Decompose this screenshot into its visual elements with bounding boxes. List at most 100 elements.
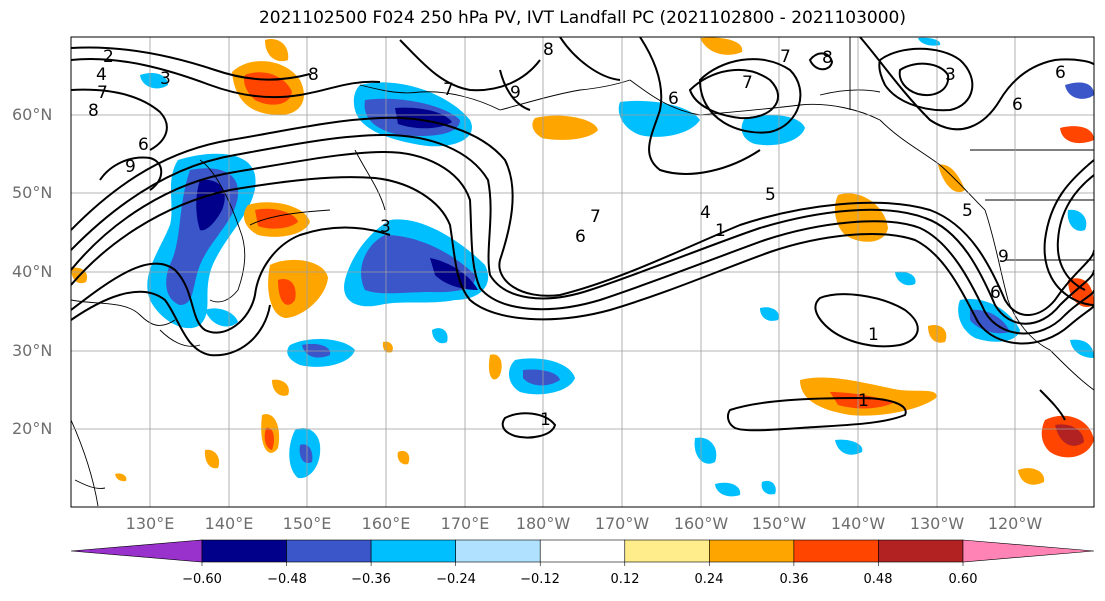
contour-label: 5 xyxy=(765,185,776,205)
colorbar-tick-label: 0.36 xyxy=(779,572,809,587)
colorbar-tick-label: −0.36 xyxy=(351,572,391,587)
pv-positive-region xyxy=(204,449,220,469)
contour-label: 9 xyxy=(510,83,521,103)
map-title: 2021102500 F024 250 hPa PV, IVT Landfall… xyxy=(258,8,906,28)
pv-positive-region xyxy=(272,379,289,396)
lon-label: 170°E xyxy=(440,514,490,533)
lon-label: 140°E xyxy=(204,514,254,533)
lon-label: 170°W xyxy=(594,514,650,533)
lon-label: 160°W xyxy=(673,514,729,533)
colorbar-tick-label: −0.24 xyxy=(436,572,476,587)
contour-label: 7 xyxy=(443,80,454,100)
colorbar-tick-label: 0.60 xyxy=(948,572,978,587)
pv-positive-region xyxy=(278,279,296,305)
contour-label: 4 xyxy=(700,203,711,223)
pv-negative-region xyxy=(761,480,776,495)
contour-label: 3 xyxy=(945,65,956,85)
lon-label: 140°W xyxy=(830,514,886,533)
lon-label: 150°E xyxy=(282,514,332,533)
contour-label: 9 xyxy=(125,157,136,177)
lat-label: 30°N xyxy=(12,341,53,360)
pv-negative-region xyxy=(1065,82,1094,99)
lon-label: 150°W xyxy=(751,514,807,533)
pv-negative-region xyxy=(140,73,168,89)
colorbar-segment xyxy=(624,539,710,563)
contour-label: 6 xyxy=(668,89,679,109)
pv-negative-region xyxy=(1070,339,1094,358)
colorbar-tick-label: −0.60 xyxy=(182,572,222,587)
pv-shading xyxy=(71,37,1094,497)
contour-labels: 2 4 7 8 3 8 6 9 7 8 9 7 7 6 8 3 6 6 5 7 … xyxy=(88,40,1066,430)
contour-label: 7 xyxy=(742,73,753,93)
pv-negative-region xyxy=(895,271,916,286)
lon-label: 130°E xyxy=(125,514,175,533)
contour-label: 1 xyxy=(858,391,869,411)
lat-label: 20°N xyxy=(12,419,53,438)
contour-label: 7 xyxy=(97,83,108,103)
contour-label: 2 xyxy=(103,47,114,67)
pv-positive-region xyxy=(938,164,965,193)
contour-label: 6 xyxy=(1055,63,1066,83)
lon-label: 120°W xyxy=(987,514,1043,533)
colorbar-tick-label: 0.24 xyxy=(694,572,724,587)
colorbar-tick-label: 0.12 xyxy=(610,572,640,587)
pv-negative-region xyxy=(694,437,717,464)
colorbar-extend-low xyxy=(70,539,203,563)
pv-positive-region xyxy=(265,39,289,62)
lat-label: 40°N xyxy=(12,262,53,281)
contour-label: 8 xyxy=(543,40,554,60)
pv-negative-region xyxy=(430,258,478,290)
contour-label: 6 xyxy=(990,283,1001,303)
pv-positive-region xyxy=(532,115,598,140)
pv-negative-region xyxy=(715,482,741,497)
pv-negative-region xyxy=(299,444,313,464)
pv-positive-region xyxy=(700,37,743,55)
pv-negative-region xyxy=(835,439,863,455)
pv-negative-region xyxy=(760,307,779,321)
contour-label: 3 xyxy=(160,69,171,89)
pv-positive-region xyxy=(264,427,274,450)
pv-positive-region xyxy=(488,354,502,380)
pv-positive-region xyxy=(1055,424,1084,446)
lon-label: 160°E xyxy=(361,514,411,533)
pv-positive-region xyxy=(1060,126,1094,144)
contour-label: 3 xyxy=(380,217,391,237)
contour-label: 9 xyxy=(998,247,1009,267)
pv-contours xyxy=(71,37,1094,439)
pv-negative-region xyxy=(1067,209,1087,231)
colorbar-segment xyxy=(370,539,456,563)
colorbar-segment xyxy=(539,539,626,563)
contour-label: 1 xyxy=(715,221,726,241)
colorbar-tick-label: −0.12 xyxy=(520,572,560,587)
pv-positive-region xyxy=(834,193,888,242)
pv-negative-region xyxy=(432,328,448,344)
pv-positive-region xyxy=(1018,468,1045,485)
contour-label: 4 xyxy=(96,65,107,85)
contour-label: 7 xyxy=(590,207,601,227)
colorbar-tick-label: 0.48 xyxy=(863,572,893,587)
colorbar-segment xyxy=(201,539,287,563)
contour-label: 8 xyxy=(822,48,833,68)
pv-negative-region xyxy=(918,37,941,46)
colorbar-segment xyxy=(286,539,372,563)
pv-positive-region xyxy=(830,392,895,409)
colorbar-segment xyxy=(878,539,964,563)
pv-negative-region xyxy=(205,308,238,327)
pv-positive-region xyxy=(115,473,127,482)
pv-positive-region xyxy=(382,341,393,353)
pv-positive-region xyxy=(397,450,410,465)
colorbar-tick-label: −0.48 xyxy=(267,572,307,587)
pv-negative-region xyxy=(523,369,560,386)
contour-label: 1 xyxy=(540,410,551,430)
pv-positive-region xyxy=(255,208,298,229)
pv-positive-region xyxy=(268,259,328,318)
lat-label: 50°N xyxy=(12,183,53,202)
contour-label: 8 xyxy=(88,101,99,121)
colorbar-segment xyxy=(793,539,879,563)
contour-label: 6 xyxy=(575,227,586,247)
contour-label: 8 xyxy=(308,65,319,85)
lon-label: 180°W xyxy=(515,514,571,533)
contour-label: 1 xyxy=(868,325,879,345)
lat-label: 60°N xyxy=(12,105,53,124)
